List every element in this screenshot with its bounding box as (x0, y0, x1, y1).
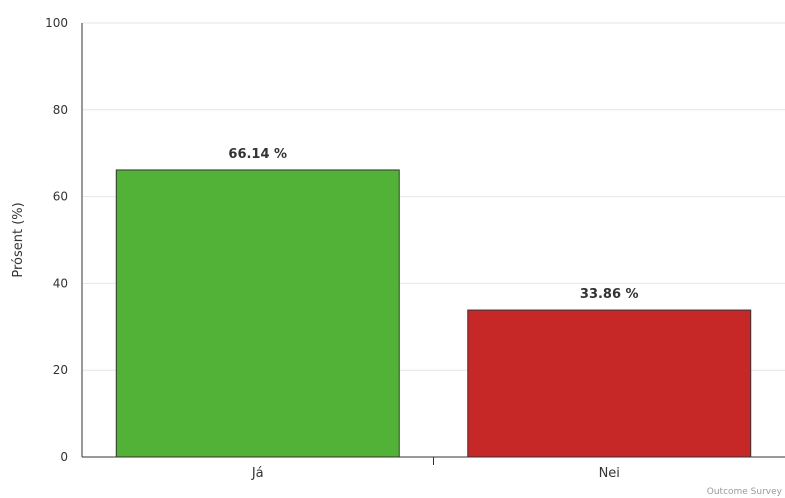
y-tick-label-0: 0 (60, 450, 68, 464)
credits-text[interactable]: Outcome Survey (707, 487, 783, 497)
x-tick-label-nei: Nei (599, 466, 620, 481)
bars (115, 169, 752, 458)
axes (81, 23, 785, 465)
data-label-nei: 33.86 % (580, 287, 639, 302)
x-tick-label-ja: Já (251, 466, 264, 481)
bar-ja[interactable] (115, 169, 400, 458)
labels: 0 20 40 60 80 100 66.14 % Já 33.86 % Nei (45, 16, 638, 481)
y-tick-label-100: 100 (45, 16, 68, 30)
y-tick-label-20: 20 (53, 363, 68, 377)
y-tick-label-40: 40 (53, 276, 68, 290)
bar-nei[interactable] (467, 309, 752, 458)
y-tick-label-80: 80 (53, 103, 68, 117)
y-axis-title: Prósent (%) (11, 202, 26, 277)
y-tick-label-60: 60 (53, 190, 68, 204)
data-label-ja: 66.14 % (228, 147, 287, 162)
